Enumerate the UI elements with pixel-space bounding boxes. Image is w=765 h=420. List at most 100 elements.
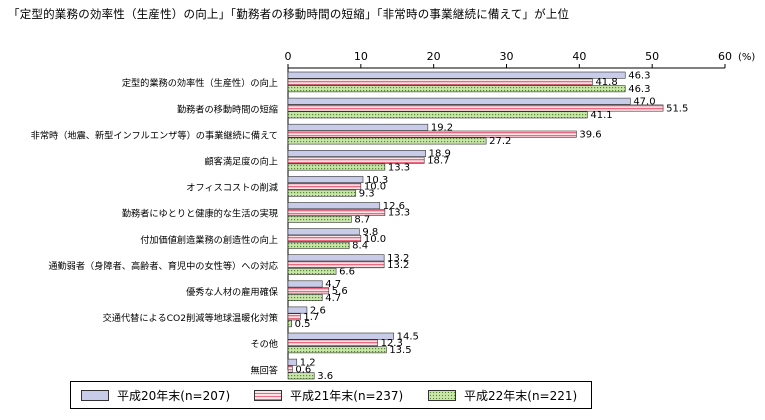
data-label: 13.5	[389, 345, 411, 356]
data-label: 19.2	[431, 123, 453, 134]
bar-chart: 0 10 20 30 40 50 60 (%) 46.3 41.8 46.3 定型的業務の効率性（生…	[31, 50, 756, 380]
bar	[287, 261, 385, 269]
bar	[287, 111, 588, 119]
category-label: 勤務者にゆとりと健康的な生活の実現	[122, 208, 278, 220]
legend-swatch-h21	[254, 389, 282, 401]
data-label: 13.3	[388, 208, 410, 219]
category-label: その他	[250, 338, 278, 350]
bar	[287, 332, 394, 340]
legend-label-h22: 平成22年末(n=221)	[464, 388, 578, 403]
data-label: 46.3	[628, 70, 650, 81]
legend-item-h20: 平成20年末(n=207)	[81, 387, 230, 403]
data-label: 8.7	[354, 215, 370, 226]
data-label: 10.0	[364, 234, 386, 245]
data-label: 2.6	[310, 305, 326, 316]
bar	[287, 241, 350, 249]
bar	[287, 235, 362, 242]
category-label: 通勤弱者（身障者、高齢者、育児中の女性等）への対応	[48, 260, 278, 272]
label-layer: 46.3 41.8 46.3 定型的業務の効率性（生産性）の向上 47.0 51.5 41.…	[31, 70, 689, 380]
data-label: 13.2	[387, 260, 409, 271]
x-tick-label: 40	[572, 50, 586, 63]
category-label: 非常時（地震、新型インフルエンザ等）の事業継続に備えて	[31, 129, 278, 141]
bar	[287, 176, 364, 183]
bar	[287, 339, 378, 347]
data-label: 3.6	[317, 371, 333, 380]
data-label: 6.6	[339, 267, 355, 278]
data-label: 1.2	[300, 358, 316, 369]
data-label: 46.3	[628, 84, 650, 95]
bar	[287, 130, 577, 138]
data-label: 47.0	[633, 97, 655, 108]
bar	[287, 202, 381, 210]
bar	[287, 372, 315, 380]
data-label: 12.3	[381, 338, 403, 349]
bar	[287, 209, 386, 216]
data-label: 9.8	[362, 227, 378, 238]
legend-item-h22: 平成22年末(n=221)	[428, 387, 577, 403]
category-label: 顧客満足度の向上	[205, 156, 279, 168]
data-label: 10.3	[366, 175, 388, 186]
data-label: 18.7	[427, 156, 449, 167]
bar	[287, 78, 593, 86]
bar	[287, 163, 386, 171]
data-label: 39.6	[579, 129, 601, 140]
legend-swatch-h22	[428, 389, 456, 401]
data-label: 8.4	[352, 241, 368, 252]
category-label: 付加価値創造業務の創造性の向上	[140, 234, 278, 246]
category-label: 交通代替によるCO2削減等地球温暖化対策	[103, 312, 278, 324]
data-label: 13.3	[388, 162, 410, 173]
bar	[287, 254, 385, 262]
category-label: 無回答	[250, 364, 278, 376]
x-tick-label: 60	[718, 50, 732, 63]
bar	[287, 306, 308, 314]
category-label: オフィスコストの削減	[186, 182, 278, 194]
bar	[287, 97, 631, 105]
bar	[287, 150, 426, 157]
bar	[287, 71, 626, 79]
bar	[287, 313, 301, 321]
data-label: 12.6	[383, 201, 405, 212]
data-label: 27.2	[489, 136, 511, 147]
bar	[287, 215, 352, 223]
bar	[287, 189, 357, 197]
bar-layer	[287, 71, 664, 380]
data-label: 5.6	[332, 286, 348, 297]
bar	[287, 346, 387, 354]
bar	[287, 365, 293, 373]
bar	[287, 358, 298, 366]
legend-swatch-h20	[81, 389, 109, 401]
legend-label-h21: 平成21年末(n=237)	[290, 388, 404, 403]
data-label: 51.5	[666, 103, 688, 114]
data-label: 13.2	[387, 253, 409, 264]
data-label: 41.8	[595, 77, 617, 88]
bar	[287, 294, 323, 301]
bar	[287, 156, 425, 164]
data-label: 9.3	[359, 188, 375, 199]
category-label: 勤務者の移動時間の短縮	[177, 103, 278, 115]
x-tick-label: 30	[500, 50, 514, 63]
x-tick-label: 20	[427, 50, 441, 63]
data-label: 14.5	[397, 331, 419, 342]
data-label: 0.6	[295, 364, 311, 375]
unit-label: (%)	[738, 52, 755, 63]
bar	[287, 182, 362, 190]
data-label: 10.0	[364, 182, 386, 193]
data-label: 0.5	[295, 319, 311, 330]
bar	[287, 123, 429, 131]
bar	[287, 287, 330, 295]
data-label: 1.7	[303, 312, 319, 323]
category-label: 優秀な人材の雇用確保	[186, 286, 278, 298]
chart-title: 「定型的業務の効率性（生産性）の向上」「勤務者の移動時間の短縮」「非常時の事業継…	[8, 7, 570, 21]
legend-item-h21: 平成21年末(n=237)	[254, 387, 403, 403]
bar	[287, 267, 337, 275]
data-label: 4.7	[325, 293, 341, 304]
legend-label-h20: 平成20年末(n=207)	[117, 388, 231, 403]
data-label: 18.9	[429, 149, 451, 160]
category-label: 定型的業務の効率性（生産性）の向上	[122, 77, 278, 89]
x-tick-label: 10	[354, 50, 368, 63]
bar	[287, 228, 360, 236]
data-label: 4.7	[325, 279, 341, 290]
bar	[287, 85, 626, 93]
bar	[287, 137, 487, 145]
x-tick-label: 0	[285, 50, 292, 63]
